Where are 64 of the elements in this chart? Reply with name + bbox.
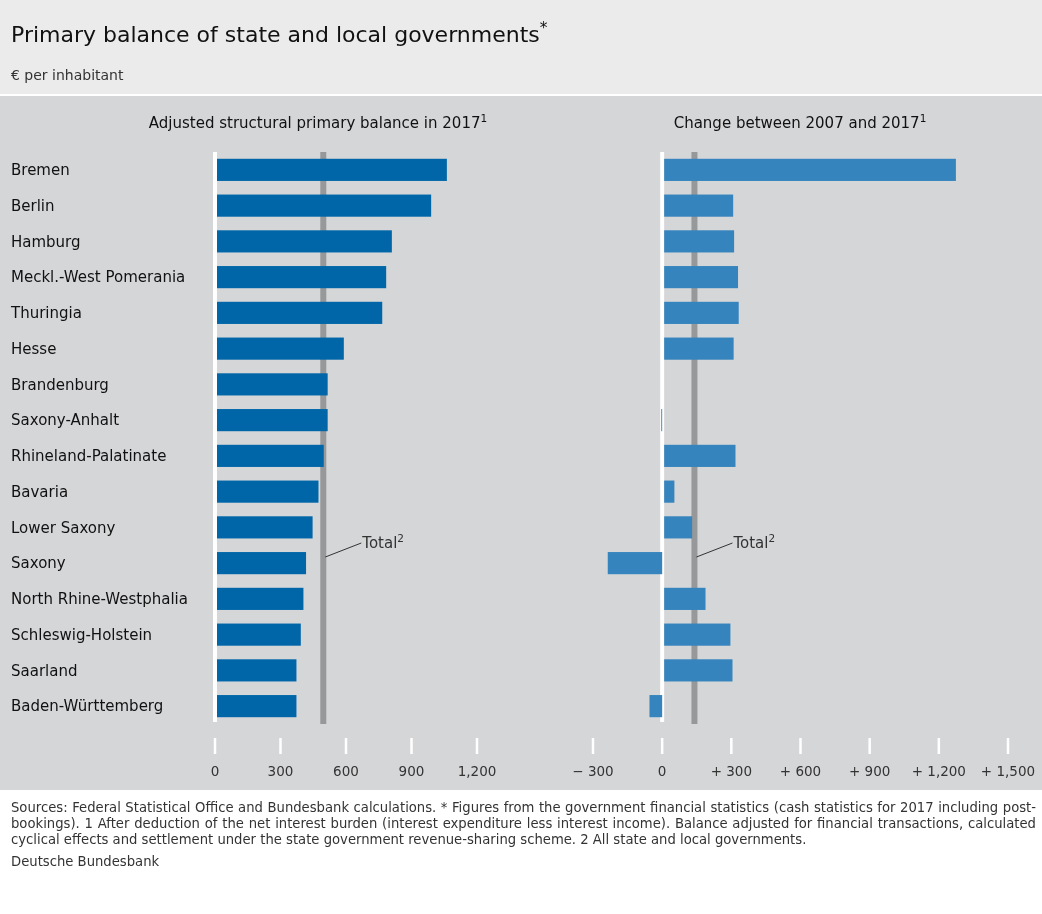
bar xyxy=(664,266,739,289)
y-tick-label: Bavaria xyxy=(11,482,69,501)
bar xyxy=(664,230,735,253)
x-tick-label: + 900 xyxy=(848,763,891,779)
y-tick-label: Lower Saxony xyxy=(11,518,116,537)
bar xyxy=(664,337,734,360)
bar xyxy=(664,444,736,467)
bar xyxy=(664,301,739,324)
chart-title: Change between 2007 and 2017$^{1}$ xyxy=(673,112,927,132)
y-tick-label: Bremen xyxy=(11,161,70,180)
x-tick-label: 1,200 xyxy=(457,763,497,779)
bar xyxy=(664,623,731,646)
bar xyxy=(217,695,297,718)
y-tick-label: Rhineland-Palatinate xyxy=(11,447,167,466)
x-tick-label: + 600 xyxy=(779,763,822,779)
text: € per inhabitant xyxy=(11,67,124,83)
bar xyxy=(217,552,307,575)
bar xyxy=(217,480,319,503)
y-tick-label: North Rhine-Westphalia xyxy=(11,590,188,609)
bar xyxy=(664,158,956,181)
x-tick-label: 0 xyxy=(210,763,220,779)
y-tick-label: Thuringia xyxy=(10,304,82,323)
y-tick-label: Brandenburg xyxy=(11,375,109,394)
y-tick-label: Schleswig-Holstein xyxy=(11,625,153,644)
bar xyxy=(217,516,313,539)
x-tick-label: − 300 xyxy=(572,763,614,779)
x-tick-label: 0 xyxy=(657,763,667,779)
bar xyxy=(664,516,693,539)
bar xyxy=(664,659,733,682)
bar xyxy=(664,587,706,610)
bar xyxy=(217,230,392,253)
y-tick-label: Saxony xyxy=(11,554,66,573)
bar xyxy=(217,194,432,217)
y-tick-label: Berlin xyxy=(11,196,55,215)
bar xyxy=(217,373,328,396)
bar xyxy=(217,158,447,181)
x-tick-label: 600 xyxy=(333,763,359,779)
bar xyxy=(217,301,383,324)
source-note: Sources: Federal Statistical Office and Bundesbank calculations. * Figures from the government financial statistics (cash statistics for 2017 including post-bookings). 1 After deduction of the net interest burden (interest expenditure less interest income). Balance adjusted for financial transactions, calculated cyclical effects and settlement under the state government revenue-sharing scheme. 2 All state and local governments. xyxy=(11,800,1036,848)
ref-line-label: Total$^{2}$ xyxy=(732,532,776,552)
y-tick-label: Baden-Württemberg xyxy=(11,697,164,716)
text: Deutsche Bundesbank xyxy=(11,854,161,870)
bar xyxy=(217,337,344,360)
y-tick-label: Hesse xyxy=(11,339,57,358)
bar xyxy=(217,444,324,467)
bar xyxy=(217,587,304,610)
x-tick-label: 900 xyxy=(398,763,425,779)
y-tick-label: Meckl.-West Pomerania xyxy=(11,268,186,287)
chart-title: Adjusted structural primary balance in 2017$^{1}$ xyxy=(148,112,488,132)
bar xyxy=(664,480,675,503)
x-tick-label: + 1,200 xyxy=(911,763,966,779)
text: Primary balance of state and local governments$^{*}$ xyxy=(11,19,548,47)
y-tick-label: Hamburg xyxy=(11,232,81,251)
bar xyxy=(217,409,328,432)
x-tick-label: + 300 xyxy=(710,763,753,779)
bar xyxy=(664,194,734,217)
y-tick-label: Saxony-Anhalt xyxy=(11,411,120,430)
bar xyxy=(217,623,301,646)
x-tick-label: 300 xyxy=(267,763,294,779)
bar xyxy=(217,266,387,289)
bar xyxy=(217,659,297,682)
y-tick-label: Saarland xyxy=(11,661,78,680)
x-tick-label: + 1,500 xyxy=(980,763,1036,779)
ref-line-label: Total$^{2}$ xyxy=(361,532,405,552)
